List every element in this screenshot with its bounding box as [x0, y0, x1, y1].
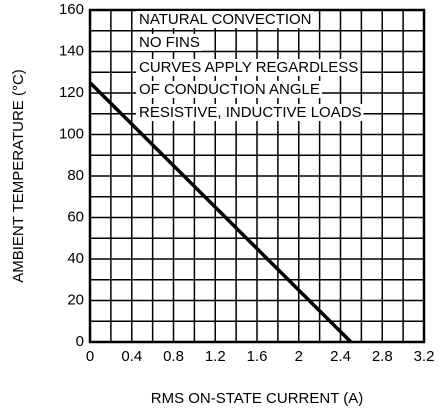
x-tick-label: 0	[86, 348, 94, 365]
y-tick-label: 80	[67, 167, 84, 184]
y-tick-label: 100	[59, 125, 84, 142]
y-tick-label: 160	[59, 1, 84, 18]
y-tick-label: 40	[67, 250, 84, 267]
x-axis-label: RMS ON-STATE CURRENT (A)	[151, 390, 364, 407]
x-tick-label: 0.4	[121, 348, 142, 365]
y-tick-label: 0	[76, 333, 84, 350]
y-tick-label: 20	[67, 291, 84, 308]
annotation-background	[136, 10, 314, 28]
y-axis-label: AMBIENT TEMPERATURE (°C)	[10, 69, 27, 283]
y-tick-label: 140	[59, 42, 84, 59]
plot-frame	[88, 8, 426, 344]
x-tick-label: 2.4	[330, 348, 351, 365]
y-tick-label: 60	[67, 208, 84, 225]
annotation-background	[136, 103, 364, 121]
data-line	[88, 81, 353, 344]
y-tick-label: 120	[59, 84, 84, 101]
x-tick-label: 1.2	[205, 348, 226, 365]
annotation: RESISTIVE, INDUCTIVE LOADS	[139, 104, 362, 121]
x-tick-label: 2.8	[372, 348, 393, 365]
x-tick-label: 1.6	[247, 348, 268, 365]
annotation-background	[136, 58, 361, 76]
annotation: NO FINS	[139, 34, 200, 51]
x-tick-label: 0.8	[163, 348, 184, 365]
annotation: OF CONDUCTION ANGLE	[139, 81, 320, 98]
annotation: NATURAL CONVECTION	[139, 11, 312, 28]
x-tick-label: 3.2	[414, 348, 435, 365]
annotation-background	[136, 33, 202, 51]
x-tick-label: 2	[295, 348, 303, 365]
annotation-background	[136, 80, 322, 98]
annotation: CURVES APPLY REGARDLESS	[139, 59, 358, 76]
